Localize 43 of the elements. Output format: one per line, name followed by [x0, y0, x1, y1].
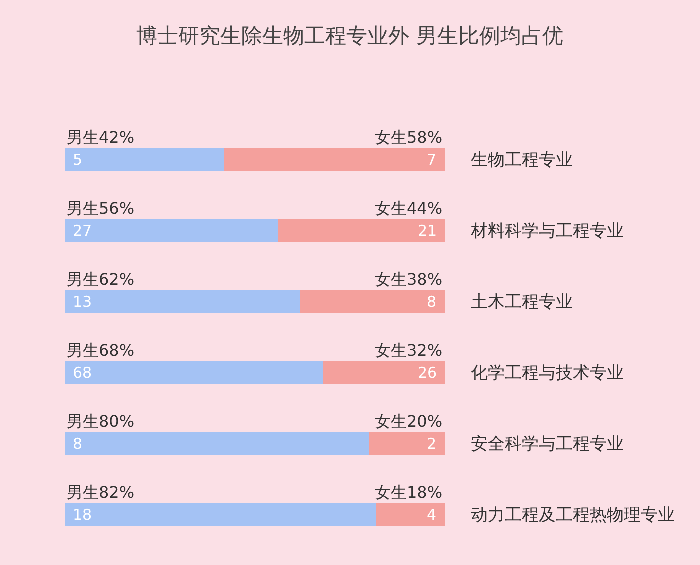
data-label: 男生62%: [67, 270, 135, 289]
y-tick-label: 材料科学与工程专业: [470, 222, 624, 242]
bar: [224, 148, 445, 172]
data-label: 女生32%: [375, 341, 443, 360]
data-label: 男生82%: [67, 483, 135, 502]
y-tick-label: 化学工程与技术专业: [471, 364, 624, 384]
bar: [65, 503, 377, 526]
chart-title: 博士研究生除生物工程专业外 男生比例均占优: [136, 24, 564, 48]
bar: [65, 361, 324, 384]
annotation: 4: [427, 506, 437, 524]
bar: [369, 432, 445, 455]
annotation: 5: [73, 151, 83, 169]
data-label: 男生42%: [67, 128, 135, 147]
data-label: 女生58%: [375, 128, 443, 147]
bar: [300, 290, 445, 313]
annotation: 21: [418, 222, 438, 240]
bar: [323, 361, 445, 384]
data-label: 女生18%: [375, 483, 443, 502]
bar: [65, 148, 225, 172]
data-label: 男生56%: [67, 199, 135, 218]
bar: [65, 432, 369, 455]
y-tick-label: 生物工程专业: [471, 150, 573, 171]
y-tick-label: 安全科学与工程专业: [471, 434, 624, 454]
bar: [278, 219, 445, 242]
bar: [376, 503, 445, 526]
y-tick-label: 土木工程专业: [471, 292, 573, 313]
data-label: 女生38%: [375, 270, 443, 289]
data-label: 男生68%: [67, 341, 135, 360]
annotation: 13: [73, 293, 92, 311]
annotation: 68: [73, 364, 92, 382]
bar: [65, 219, 278, 242]
annotation: 27: [73, 222, 92, 240]
annotation: 7: [427, 151, 437, 169]
annotation: 2: [427, 435, 437, 453]
data-label: 女生20%: [375, 412, 443, 431]
data-label: 男生80%: [67, 412, 135, 431]
y-tick-label: 动力工程及工程热物理专业: [471, 505, 675, 526]
data-label: 女生44%: [375, 199, 443, 218]
annotation: 8: [427, 293, 437, 311]
annotation: 8: [73, 435, 83, 453]
annotation: 26: [418, 364, 438, 382]
bar: [65, 290, 301, 313]
annotation: 18: [73, 506, 92, 524]
